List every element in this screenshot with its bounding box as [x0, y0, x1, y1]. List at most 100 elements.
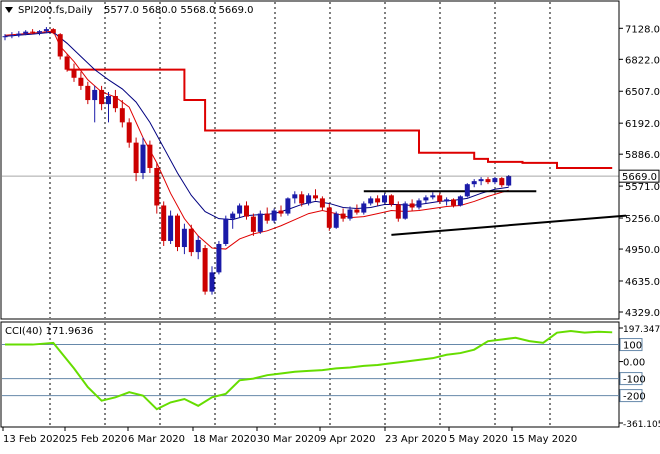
- candle: [471, 179, 477, 188]
- candle: [409, 199, 415, 211]
- candle-body: [354, 209, 360, 213]
- resistance-step-line: [67, 68, 613, 169]
- candle: [319, 196, 325, 211]
- current-price-tag: 5669.0: [618, 169, 660, 183]
- candles: [2, 27, 619, 295]
- time-axis-tick-label: 25 Feb 2020: [65, 434, 127, 445]
- candle: [209, 266, 215, 295]
- candle: [395, 201, 401, 222]
- candle: [430, 192, 436, 200]
- candle: [175, 213, 180, 252]
- candle-body: [395, 204, 401, 219]
- candle: [2, 34, 8, 41]
- trendlines: [363, 190, 627, 236]
- candle-body: [9, 35, 15, 37]
- candle-body: [147, 144, 153, 168]
- candle-body: [478, 179, 484, 182]
- candle-body: [340, 213, 346, 219]
- candle-body: [292, 194, 298, 199]
- candle-body: [402, 203, 408, 219]
- candle: [492, 177, 498, 185]
- price-grid: [49, 2, 551, 318]
- candle-body: [257, 213, 263, 232]
- candle-body: [250, 216, 256, 232]
- candle-body: [368, 198, 374, 204]
- candle: [99, 85, 105, 111]
- cci-panel[interactable]: CCI(40) 171.9636 197.3479 100 0.00 -100 -200…: [0, 321, 660, 430]
- candle: [478, 177, 484, 186]
- cci-axis-tick-label: -200: [623, 392, 646, 403]
- candle: [264, 207, 270, 224]
- candle: [326, 203, 332, 231]
- candle-body: [175, 215, 180, 248]
- price-axis-tick-label: 6507.0: [625, 87, 660, 98]
- time-axis-tick-label: 6 Mar 2020: [128, 434, 185, 445]
- cci-panel-frame: [0, 321, 620, 428]
- candle-body: [278, 210, 284, 214]
- candle: [457, 195, 463, 207]
- candle-body: [506, 176, 512, 186]
- candle-body: [106, 96, 111, 105]
- candle: [85, 81, 91, 105]
- candle-body: [388, 195, 394, 205]
- candle: [485, 177, 491, 185]
- candle: [161, 201, 167, 247]
- candle-body: [71, 69, 77, 78]
- ohlc-label: 5577.0 5680.0 5568.0 5669.0: [104, 5, 254, 16]
- candle-body: [409, 203, 415, 208]
- candle-body: [126, 122, 132, 143]
- candle: [195, 235, 201, 260]
- candle: [257, 210, 263, 234]
- candle-body: [437, 195, 443, 202]
- candle-body: [430, 195, 436, 198]
- cci-title: CCI(40) 171.9636: [5, 326, 93, 337]
- time-axis-tick-label: 15 May 2020: [512, 434, 577, 445]
- candle: [499, 177, 505, 188]
- price-panel[interactable]: SPI200.fs,Daily 5577.0 5680.0 5568.0 566…: [0, 0, 627, 320]
- current-price-tag-box: [618, 169, 660, 183]
- candle: [112, 89, 118, 113]
- candle: [16, 31, 22, 38]
- candle: [168, 210, 174, 244]
- price-panel-frame: [0, 0, 620, 320]
- chart-header: SPI200.fs,Daily 5577.0 5680.0 5568.0 566…: [5, 5, 254, 16]
- candle-body: [299, 194, 305, 204]
- candle: [126, 118, 132, 148]
- cci-line: [5, 329, 613, 411]
- candle-body: [485, 179, 491, 183]
- candle-body: [57, 34, 63, 57]
- cci-polyline: [5, 329, 613, 411]
- collapse-triangle-icon[interactable]: [5, 7, 13, 13]
- candle: [154, 162, 160, 214]
- candle-body: [202, 248, 208, 292]
- candle: [347, 206, 353, 221]
- candle-body: [43, 29, 49, 32]
- candle: [50, 28, 56, 35]
- time-axis: 13 Feb 2020 25 Feb 2020 6 Mar 2020 18 Mar 2…: [2, 427, 577, 445]
- candle: [92, 85, 98, 123]
- candle: [43, 27, 49, 34]
- cci-axis-labels: 197.3479 100 0.00 -100 -200 -361.105: [619, 325, 660, 430]
- candle: [188, 224, 194, 257]
- candle: [506, 175, 512, 187]
- candle-body: [23, 31, 29, 34]
- time-axis-tick-label: 13 Feb 2020: [3, 434, 65, 445]
- price-axis: 7128.0 6822.0 6507.0 6192.0 5886.0 5571.0 5256…: [618, 24, 660, 319]
- candle-body: [319, 198, 325, 208]
- candle: [147, 140, 153, 174]
- candle-body: [140, 144, 146, 174]
- time-axis-tick-label: 5 May 2020: [449, 434, 508, 445]
- candle: [451, 198, 456, 208]
- candle: [140, 137, 146, 180]
- price-axis-tick-label: 6192.0: [625, 119, 660, 130]
- candle-body: [230, 213, 236, 219]
- candle-body: [99, 89, 105, 105]
- candle: [285, 197, 291, 216]
- price-axis-tick-label: 5886.0: [625, 150, 660, 161]
- fast-moving-average-line: [4, 30, 509, 250]
- candle-body: [471, 181, 477, 185]
- candle-body: [457, 196, 463, 206]
- candle: [71, 63, 77, 82]
